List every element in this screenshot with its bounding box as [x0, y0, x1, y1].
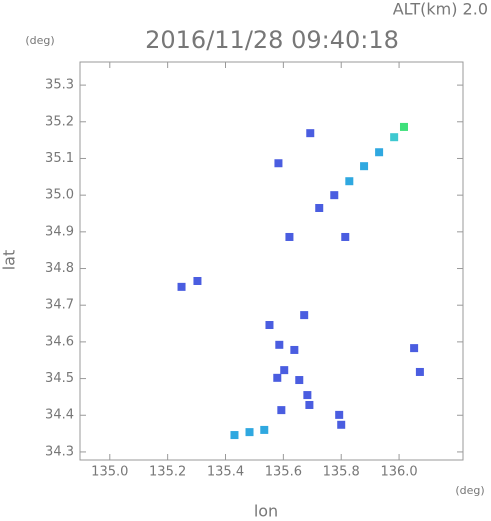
x-tick-label: 135.2	[149, 465, 186, 480]
y-tick-label: 34.4	[45, 408, 74, 423]
x-tick-label: 135.8	[323, 465, 360, 480]
echo-cell	[295, 376, 304, 385]
chart-title: 2016/11/28 09:40:18	[145, 26, 399, 54]
echo-cell	[341, 232, 350, 241]
y-axis-label: lat	[0, 250, 19, 271]
echo-cell	[280, 366, 289, 375]
echo-cell	[274, 159, 283, 168]
echo-cell	[230, 431, 239, 440]
x-axis-label: lon	[254, 502, 278, 521]
y-tick-label: 34.5	[45, 371, 74, 386]
echo-cell	[399, 122, 408, 131]
echo-cell	[345, 177, 354, 186]
x-tick-label: 135.6	[265, 465, 302, 480]
echo-cell	[305, 400, 314, 409]
y-tick-label: 35.2	[45, 114, 74, 129]
echo-cell	[303, 391, 312, 400]
echo-cell	[300, 311, 309, 320]
x-tick-label: 135.0	[91, 465, 128, 480]
echo-cell	[260, 425, 269, 434]
y-tick-label: 34.9	[45, 224, 74, 239]
echo-cell	[415, 367, 424, 376]
echo-cell	[410, 344, 419, 353]
y-tick-label: 34.3	[45, 444, 74, 459]
echo-cell	[375, 148, 384, 157]
echo-cell	[275, 340, 284, 349]
echo-cell	[273, 373, 282, 382]
altitude-label: ALT(km) 2.0	[393, 0, 488, 19]
plot-frame	[79, 61, 464, 461]
y-tick-label: 34.8	[45, 261, 74, 276]
echo-cell	[390, 133, 399, 142]
y-unit: (deg)	[25, 34, 54, 47]
echo-cell	[285, 232, 294, 241]
echo-cell	[193, 276, 202, 285]
echo-cell	[265, 321, 274, 330]
echo-cell	[330, 191, 339, 200]
echo-cell	[360, 162, 369, 171]
y-tick-label: 35.1	[45, 151, 74, 166]
y-tick-label: 34.7	[45, 298, 74, 313]
echo-cell	[306, 129, 315, 138]
echo-cell	[290, 345, 299, 354]
echo-cell	[277, 406, 286, 415]
echo-cell	[335, 410, 344, 419]
echo-cell	[337, 420, 346, 429]
echo-cell	[177, 282, 186, 291]
y-tick-label: 34.6	[45, 334, 74, 349]
echo-cell	[245, 428, 254, 437]
y-tick-label: 35.3	[45, 78, 74, 93]
x-unit: (deg)	[455, 484, 484, 497]
x-tick-label: 136.0	[380, 465, 417, 480]
x-tick-label: 135.4	[207, 465, 244, 480]
echo-cell	[315, 203, 324, 212]
y-tick-label: 35.0	[45, 188, 74, 203]
